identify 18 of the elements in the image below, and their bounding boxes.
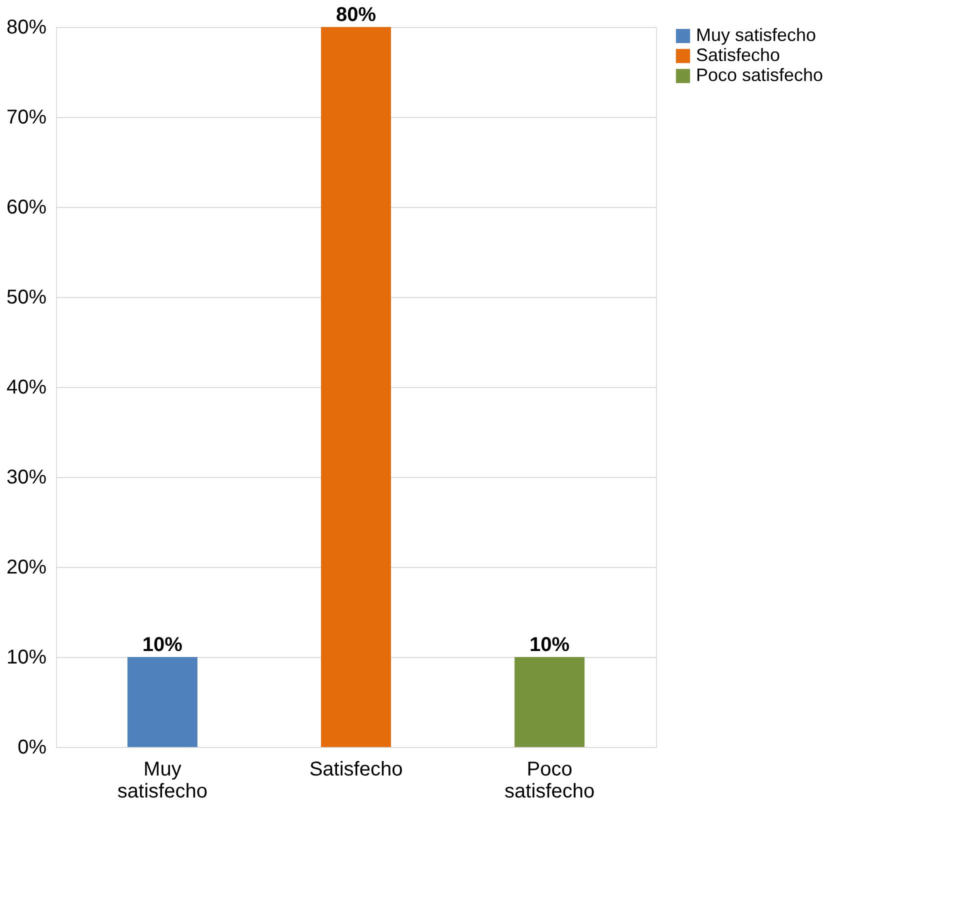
y-tick-label: 0% [18,736,47,758]
y-tick-label: 60% [6,196,47,218]
legend-label: Poco satisfecho [696,65,824,85]
data-label: 80% [336,4,376,26]
y-tick-label: 10% [6,646,47,668]
y-tick-label: 30% [6,466,47,488]
x-tick-label: Satisfecho [309,758,403,780]
y-tick-label: 20% [6,556,47,578]
legend-label: Muy satisfecho [696,25,816,45]
y-tick-label: 40% [6,376,47,398]
data-label: 10% [142,634,183,656]
y-tick-label: 80% [6,16,47,38]
legend-label: Satisfecho [696,45,780,65]
data-label: 10% [530,634,570,656]
x-tick-label: Muy satisfecho [117,758,208,802]
y-tick-label: 70% [6,106,47,128]
y-tick-label: 50% [6,286,47,308]
x-tick-label: Poco satisfecho [504,758,595,802]
